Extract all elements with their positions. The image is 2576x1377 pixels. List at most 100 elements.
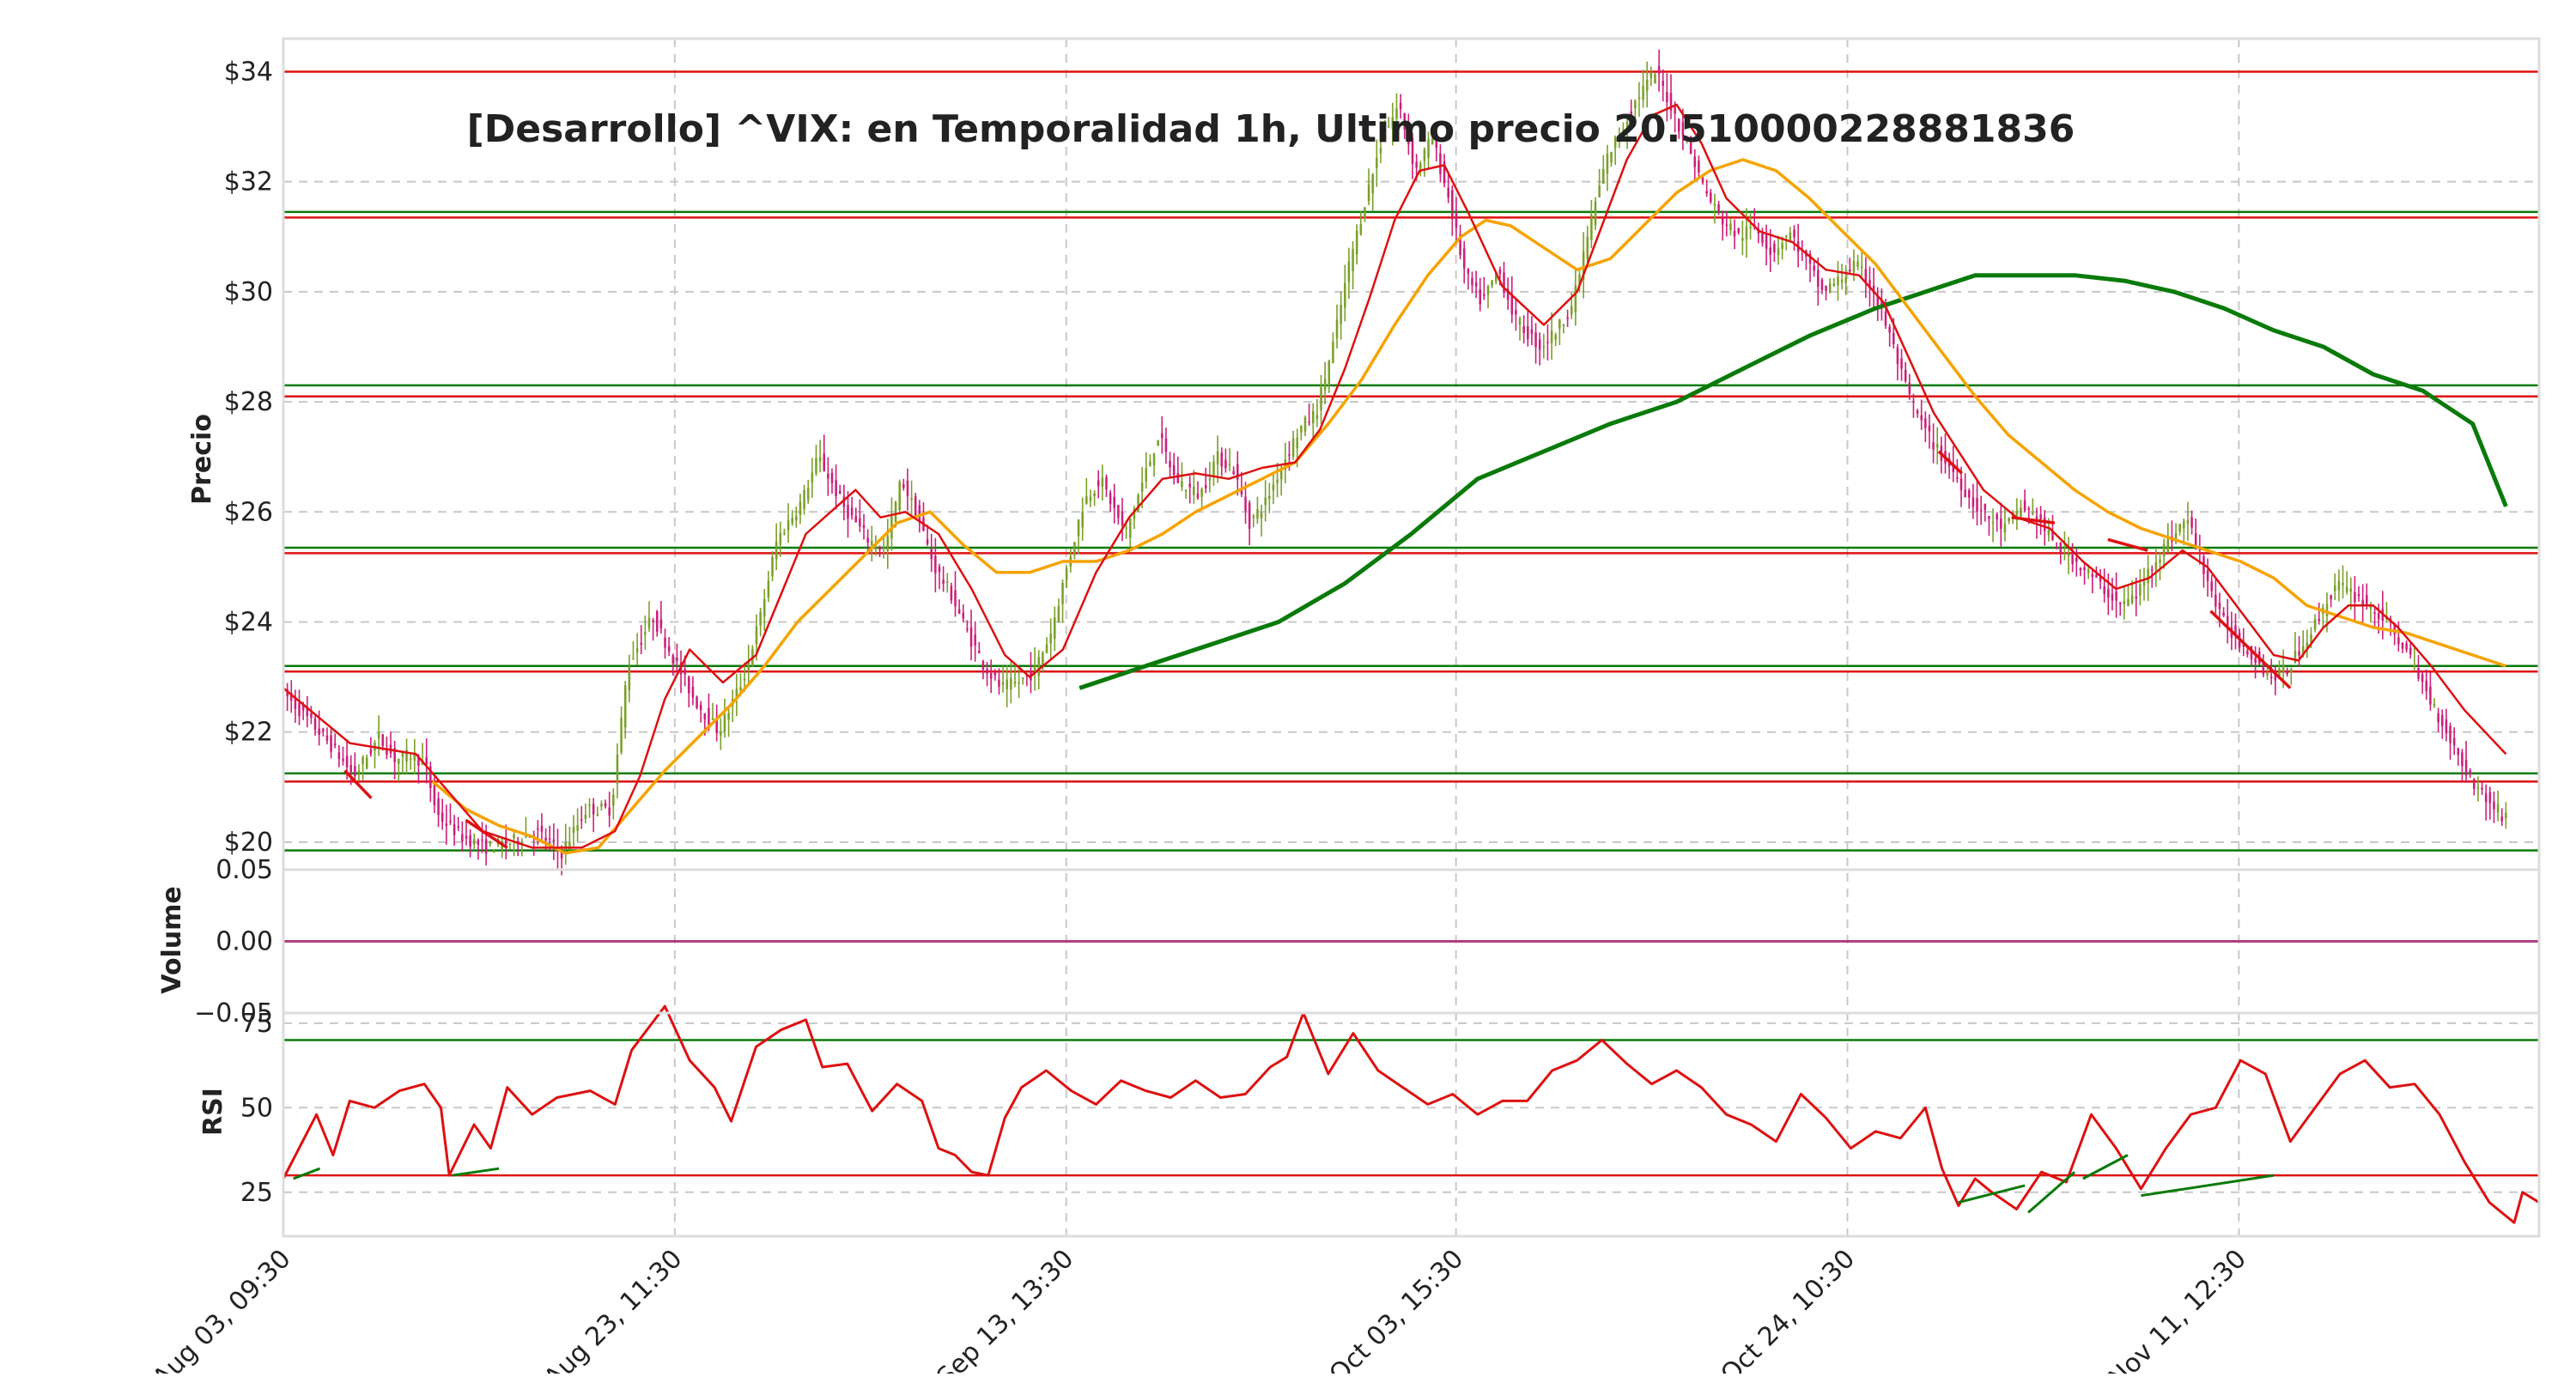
candle-body (1200, 488, 1203, 497)
candle-body (2091, 573, 2094, 578)
candle-body (850, 507, 854, 516)
candle-body (2198, 549, 2202, 551)
candle-body (449, 821, 452, 822)
candle-body (465, 835, 468, 839)
candle-body (1474, 282, 1478, 287)
candle-body (544, 838, 547, 841)
candle-body (513, 834, 515, 839)
candle-body (1924, 418, 1927, 428)
candle-body (1717, 203, 1720, 211)
candle-body (1618, 136, 1621, 143)
candle-body (676, 658, 678, 661)
candle-body (1089, 496, 1092, 501)
candle-body (469, 834, 471, 847)
candle-body (1781, 243, 1783, 250)
volume-tick-label: 0.00 (216, 927, 273, 957)
candle-body (1220, 452, 1224, 467)
candle-body (1510, 294, 1514, 315)
candle-body (898, 482, 901, 511)
candle-body (2476, 787, 2480, 789)
candle-body (2325, 604, 2329, 616)
candle-body (548, 838, 551, 840)
candle-body (1893, 332, 1895, 344)
candle-body (715, 717, 718, 734)
candle-body (842, 496, 846, 507)
candle-body (688, 676, 690, 694)
candle-body (2488, 792, 2492, 804)
candle-body (1844, 276, 1847, 283)
candle-body (1530, 329, 1534, 334)
candle-body (481, 839, 483, 841)
candle-body (584, 814, 587, 819)
candle-body (2269, 676, 2273, 678)
candle-body (1538, 339, 1541, 350)
candle-body (1085, 496, 1088, 504)
candle-body (1749, 226, 1752, 228)
price-tick-label: $20 (224, 828, 273, 858)
candle-body (620, 718, 623, 753)
price-trend-segment (2209, 610, 2292, 689)
candle-body (2032, 513, 2034, 514)
candle-body (966, 628, 969, 630)
candle-body (453, 824, 456, 835)
candle-body (1081, 511, 1084, 528)
candle-body (1137, 494, 1139, 512)
candle-body (1586, 236, 1589, 259)
candle-body (1637, 97, 1641, 99)
candle-body (926, 539, 929, 544)
candle-body (1093, 493, 1096, 496)
candle-body (1212, 461, 1215, 476)
candle-body (2242, 644, 2245, 647)
candle-body (2003, 524, 2007, 533)
candle-body (664, 637, 666, 648)
candle-body (981, 660, 985, 670)
candle-body (2425, 680, 2428, 692)
candle-body (1140, 482, 1144, 492)
candle-body (1566, 317, 1569, 319)
candle-body (349, 764, 352, 773)
candle-body (1491, 280, 1493, 286)
candle-body (2262, 663, 2265, 675)
candle-body (2234, 625, 2237, 635)
candle-body (1125, 527, 1127, 529)
candle-body (1359, 224, 1363, 234)
candle-body (1912, 401, 1915, 403)
price-trend-segment (465, 818, 508, 849)
candle-body (635, 648, 639, 652)
candle-body (1355, 230, 1358, 255)
candle-body (604, 803, 607, 807)
candle-body (2301, 646, 2305, 656)
candle-body (1033, 664, 1036, 673)
candle-body (2103, 586, 2105, 594)
candle-body (1979, 510, 1983, 512)
candle-body (2107, 589, 2110, 598)
candle-body (1025, 675, 1029, 677)
candle-body (1471, 277, 1473, 286)
candle-body (409, 758, 412, 760)
candle-body (2186, 519, 2190, 525)
candle-body (1876, 296, 1880, 306)
candle-body (429, 766, 432, 788)
candle-body (1240, 488, 1243, 495)
candle-body (1868, 280, 1871, 288)
candle-body (1391, 117, 1394, 130)
candle-body (2445, 719, 2448, 734)
candle-body (1228, 464, 1231, 466)
candle-body (1439, 153, 1442, 174)
candle-body (1172, 465, 1176, 476)
candle-body (1518, 318, 1522, 325)
candle-body (342, 758, 344, 761)
candle-body (1204, 485, 1207, 488)
candle-body (1789, 232, 1792, 240)
candle-body (711, 718, 714, 720)
candle-body (2441, 714, 2444, 726)
rsi-trend-segment (2027, 1171, 2076, 1214)
candle-body (1176, 472, 1180, 483)
price-tick-label: $24 (224, 608, 273, 638)
candle-body (1908, 382, 1911, 394)
candle-body (1625, 122, 1629, 130)
candle-body (2067, 553, 2070, 556)
candle-body (1686, 139, 1688, 141)
candle-body (1900, 358, 1903, 369)
